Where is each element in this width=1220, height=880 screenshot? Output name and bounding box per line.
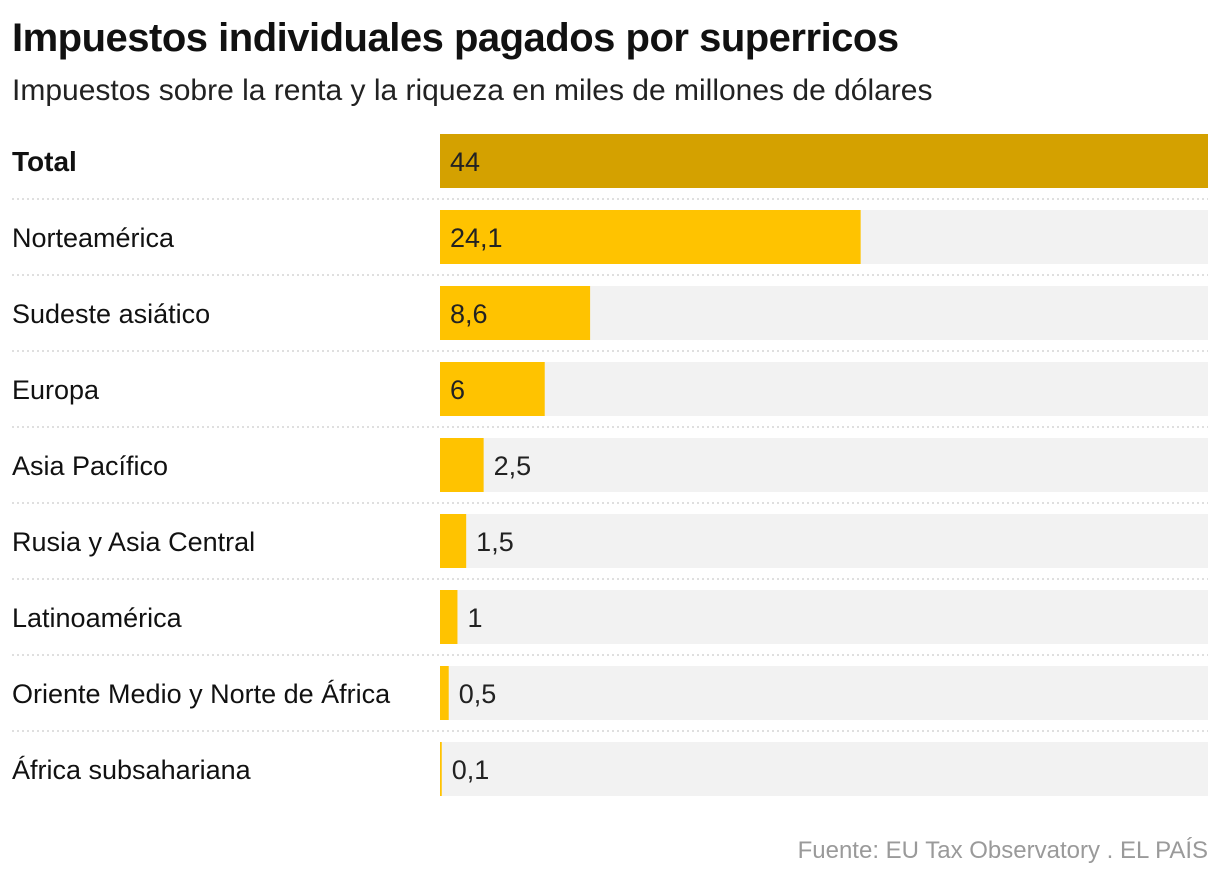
bar xyxy=(440,666,449,720)
bar xyxy=(440,438,484,492)
source-note: Fuente: EU Tax Observatory . EL PAÍS xyxy=(797,837,1208,864)
bar xyxy=(440,362,545,416)
data-label: 1,5 xyxy=(476,527,514,557)
bar xyxy=(440,742,442,796)
category-label: Europa xyxy=(12,375,100,405)
category-label: Latinoamérica xyxy=(12,603,183,633)
bar xyxy=(440,210,861,264)
bar-track xyxy=(440,362,1208,416)
chart-subtitle: Impuestos sobre la renta y la riqueza en… xyxy=(12,74,933,107)
data-label: 24,1 xyxy=(450,223,503,253)
bar-track xyxy=(440,666,1208,720)
data-label: 0,5 xyxy=(459,679,497,709)
category-label: Asia Pacífico xyxy=(12,451,168,481)
chart-title: Impuestos individuales pagados por super… xyxy=(12,16,899,60)
data-label: 1 xyxy=(467,603,482,633)
bar xyxy=(440,286,591,340)
bar-total xyxy=(440,134,1208,188)
category-label: Oriente Medio y Norte de África xyxy=(12,679,391,709)
data-label: 0,1 xyxy=(452,755,490,785)
bar xyxy=(440,590,458,644)
data-label: 2,5 xyxy=(494,451,532,481)
data-label: 44 xyxy=(450,147,480,177)
data-label: 8,6 xyxy=(450,299,488,329)
data-label: 6 xyxy=(450,375,465,405)
bar xyxy=(440,514,467,568)
category-label: Rusia y Asia Central xyxy=(12,527,255,557)
category-label: Total xyxy=(12,146,77,177)
bar-track xyxy=(440,438,1208,492)
category-label: Norteamérica xyxy=(12,223,175,253)
bar-track xyxy=(440,514,1208,568)
category-label: Sudeste asiático xyxy=(12,299,210,329)
category-label: África subsahariana xyxy=(12,755,252,785)
bar-track xyxy=(440,742,1208,796)
bar-track xyxy=(440,590,1208,644)
